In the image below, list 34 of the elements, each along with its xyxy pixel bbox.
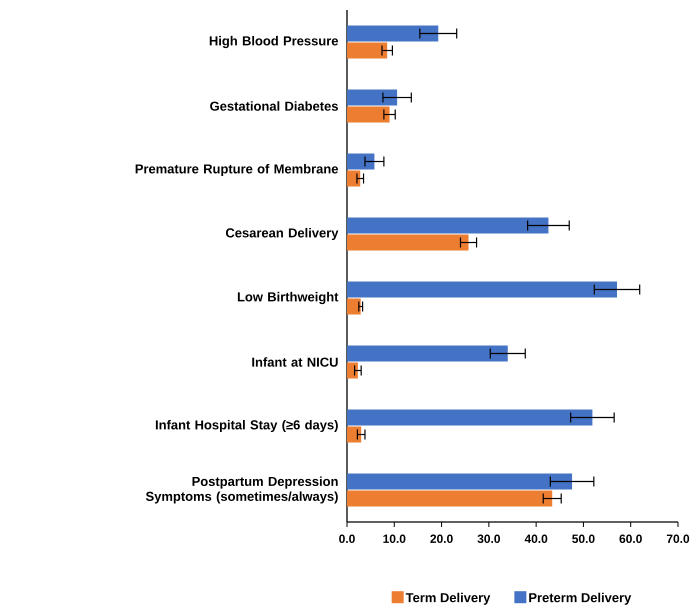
y-tick-label: Premature Rupture of Membrane — [136, 164, 338, 176]
bar — [346, 42, 388, 59]
bar — [346, 474, 572, 490]
legend-label: Term Delivery — [406, 592, 490, 605]
x-tick-label: 70.0 — [666, 534, 690, 543]
y-tick-label: Gestational Diabetes — [210, 101, 338, 111]
y-tick-label: Infant Hospital Stay (≥6 days) — [156, 420, 338, 432]
bar — [346, 362, 358, 379]
bar — [346, 282, 617, 298]
bar — [346, 490, 552, 507]
bar — [346, 170, 360, 187]
y-tick-label: Cesarean Delivery — [226, 228, 338, 240]
bar — [346, 154, 374, 170]
bar — [346, 234, 469, 251]
bar — [346, 106, 390, 123]
bar — [346, 26, 438, 42]
x-tick-label: 50.0 — [572, 534, 595, 543]
x-tick-label: 60.0 — [620, 534, 642, 543]
y-tick-label: High Blood Pressure — [210, 36, 338, 48]
bar — [346, 218, 548, 234]
bar — [346, 90, 398, 106]
legend-label: Preterm Delivery — [529, 592, 632, 605]
y-tick-label: Low Birthweight — [238, 292, 338, 304]
bar — [346, 298, 361, 315]
bar — [346, 346, 508, 362]
y-tick-label: Infant at NICU — [252, 357, 338, 367]
x-tick-label: 0.0 — [339, 534, 355, 543]
bar — [346, 426, 362, 443]
y-tick-label: Postpartum Depression Symptoms (sometimes/always) — [146, 476, 338, 504]
x-tick-label: 30.0 — [478, 534, 500, 544]
x-tick-label: 10.0 — [383, 534, 406, 543]
x-tick-label: 20.0 — [430, 534, 453, 543]
x-tick-label: 40.0 — [524, 534, 548, 543]
bar — [346, 410, 592, 426]
